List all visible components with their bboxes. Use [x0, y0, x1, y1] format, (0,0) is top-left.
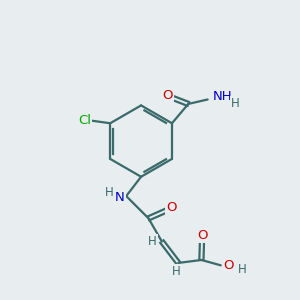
Text: O: O	[162, 88, 173, 101]
Text: O: O	[166, 201, 176, 214]
Text: N: N	[115, 191, 124, 204]
Text: NH: NH	[213, 90, 233, 103]
Text: H: H	[231, 97, 240, 110]
Text: H: H	[238, 263, 247, 276]
Text: H: H	[105, 186, 113, 199]
Text: Cl: Cl	[78, 114, 91, 127]
Text: O: O	[223, 259, 234, 272]
Text: H: H	[148, 235, 157, 248]
Text: O: O	[197, 229, 207, 242]
Text: H: H	[172, 265, 181, 278]
